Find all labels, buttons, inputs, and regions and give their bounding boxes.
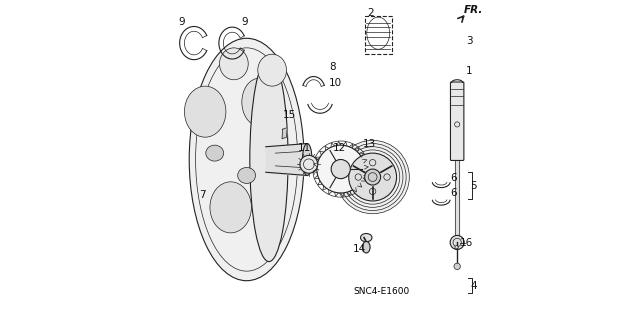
Text: 2: 2 bbox=[367, 8, 374, 18]
Ellipse shape bbox=[206, 145, 223, 161]
Text: SNC4-E1600: SNC4-E1600 bbox=[353, 287, 410, 296]
Ellipse shape bbox=[242, 78, 277, 126]
Text: FR.: FR. bbox=[464, 5, 484, 15]
Ellipse shape bbox=[220, 48, 248, 80]
Circle shape bbox=[455, 246, 458, 249]
Circle shape bbox=[450, 235, 464, 249]
Circle shape bbox=[331, 160, 350, 179]
Text: 11: 11 bbox=[298, 143, 312, 153]
Polygon shape bbox=[282, 128, 287, 139]
Text: 12: 12 bbox=[333, 143, 346, 153]
Ellipse shape bbox=[258, 54, 287, 86]
Text: 6: 6 bbox=[450, 173, 457, 183]
Text: 9: 9 bbox=[179, 17, 186, 27]
Ellipse shape bbox=[237, 167, 255, 183]
Ellipse shape bbox=[362, 241, 370, 253]
FancyBboxPatch shape bbox=[365, 16, 392, 54]
Circle shape bbox=[317, 145, 365, 193]
Circle shape bbox=[454, 263, 460, 270]
Ellipse shape bbox=[210, 182, 252, 233]
Text: 4: 4 bbox=[470, 280, 477, 291]
Text: 6: 6 bbox=[450, 188, 457, 198]
Text: 7: 7 bbox=[199, 189, 205, 200]
Text: 1: 1 bbox=[466, 66, 473, 76]
Ellipse shape bbox=[250, 57, 288, 262]
Ellipse shape bbox=[189, 38, 304, 281]
Text: 9: 9 bbox=[241, 17, 248, 27]
Ellipse shape bbox=[184, 86, 226, 137]
Text: 8: 8 bbox=[329, 62, 335, 72]
Text: 10: 10 bbox=[329, 78, 342, 88]
Text: 3: 3 bbox=[466, 36, 473, 47]
Circle shape bbox=[365, 169, 381, 185]
Text: 16: 16 bbox=[460, 238, 473, 249]
Ellipse shape bbox=[303, 144, 312, 175]
Text: 13: 13 bbox=[363, 139, 376, 149]
Circle shape bbox=[336, 140, 410, 214]
Circle shape bbox=[349, 153, 397, 201]
Text: 14: 14 bbox=[353, 244, 366, 255]
FancyBboxPatch shape bbox=[451, 82, 464, 160]
Text: 5: 5 bbox=[470, 181, 477, 191]
Circle shape bbox=[300, 155, 318, 173]
Ellipse shape bbox=[360, 234, 372, 242]
Text: 15: 15 bbox=[283, 110, 296, 120]
